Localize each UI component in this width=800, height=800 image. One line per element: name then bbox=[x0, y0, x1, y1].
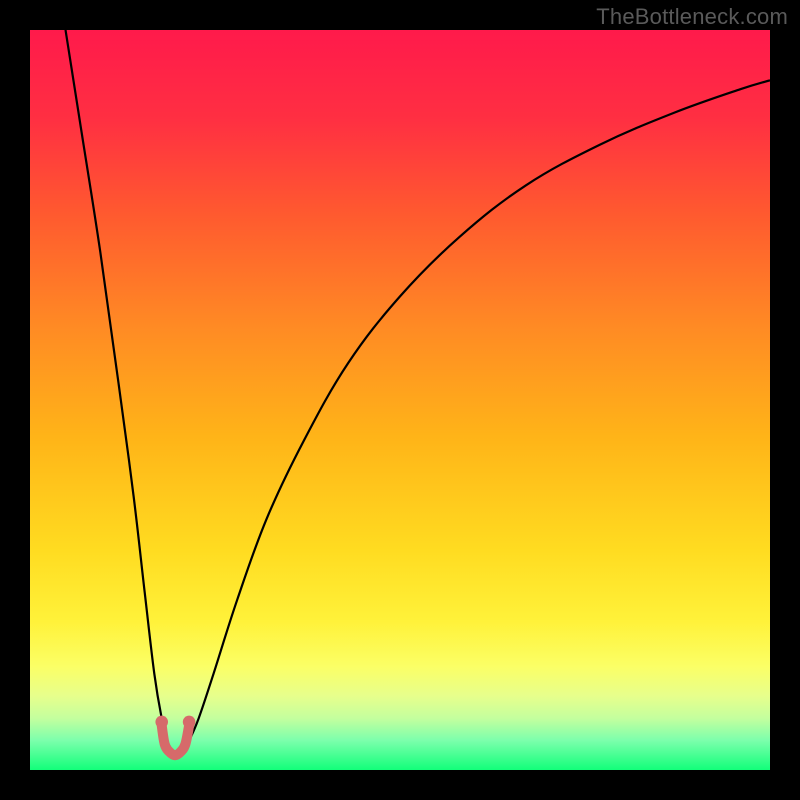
curve-layer bbox=[30, 30, 770, 770]
valley-u-marker bbox=[162, 726, 189, 756]
bottleneck-curve bbox=[66, 30, 770, 753]
valley-dots bbox=[155, 716, 195, 729]
watermark-text: TheBottleneck.com bbox=[596, 4, 788, 30]
valley-dot bbox=[155, 716, 168, 729]
outer-frame: TheBottleneck.com bbox=[0, 0, 800, 800]
valley-dot bbox=[183, 716, 196, 729]
plot-area bbox=[30, 30, 770, 770]
